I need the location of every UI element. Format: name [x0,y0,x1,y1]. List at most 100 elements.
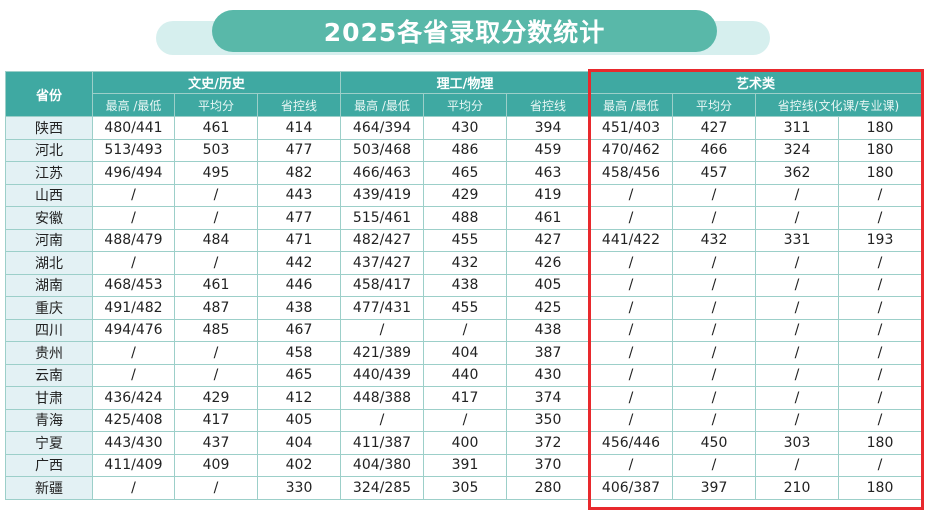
score-cell: 477 [257,138,341,162]
province-cell: 新疆 [5,476,93,500]
score-cell: 482/427 [340,228,424,252]
score-cell: 461 [174,116,258,140]
score-cell: / [672,341,756,365]
score-cell: 400 [423,431,507,455]
score-cell: 429 [174,386,258,410]
score-cell: / [589,206,673,230]
score-cell: 467 [257,318,341,342]
score-cell: / [423,408,507,432]
score-cell: / [837,408,923,432]
table-row: 宁夏 443/430 437 404 411/387 400 372 456/446 450 30… [5,431,923,455]
score-cell: / [837,296,923,320]
score-cell: 487 [174,296,258,320]
score-cell: 461 [174,273,258,297]
score-cell: / [672,363,756,387]
province-cell: 山西 [5,183,93,207]
score-cell: 438 [423,273,507,297]
score-cell: 417 [423,386,507,410]
score-cell: 391 [423,453,507,477]
score-cell: 324 [755,138,839,162]
score-cell: / [755,296,839,320]
group-header-science: 理工/物理 [340,71,590,94]
sub-header: 最高 /最低 [340,93,424,117]
score-cell: 421/389 [340,341,424,365]
score-cell: / [589,183,673,207]
score-cell: 494/476 [92,318,175,342]
score-cell: / [589,386,673,410]
score-cell: 426 [506,251,590,275]
sub-header: 平均分 [174,93,258,117]
score-cell: 496/494 [92,161,175,185]
score-cell: 180 [837,476,923,500]
score-cell: 437/427 [340,251,424,275]
group-header-art: 艺术类 [588,71,923,94]
province-cell: 宁夏 [5,431,93,455]
score-cell: 477/431 [340,296,424,320]
score-cell: 458/417 [340,273,424,297]
score-cell: / [755,363,839,387]
score-cell: 471 [257,228,341,252]
score-cell: / [589,453,673,477]
table-row: 河北 513/493 503 477 503/468 486 459 470/462 466 32… [5,138,923,162]
score-cell: / [174,206,258,230]
province-cell: 安徽 [5,206,93,230]
score-cell: 417 [174,408,258,432]
score-cell: 459 [506,138,590,162]
score-cell: 404/380 [340,453,424,477]
table-row: 四川 494/476 485 467//438// / / [5,318,923,342]
table-row: 贵州 //458 421/389 404 387// / / [5,341,923,365]
score-cell: / [755,408,839,432]
score-cell: 425 [506,296,590,320]
score-cell: 440 [423,363,507,387]
table-row: 甘肃 436/424 429 412 448/388 417 374// / / [5,386,923,410]
score-cell: 461 [506,206,590,230]
score-cell: / [837,453,923,477]
score-cell: / [672,408,756,432]
score-cell: / [672,251,756,275]
score-cell: / [755,273,839,297]
score-cell: 414 [257,116,341,140]
score-cell: 324/285 [340,476,424,500]
score-cell: 404 [423,341,507,365]
score-cell: 438 [506,318,590,342]
score-cell: 503/468 [340,138,424,162]
province-cell: 四川 [5,318,93,342]
score-cell: 180 [837,138,923,162]
score-cell: 411/409 [92,453,175,477]
score-cell: 470/462 [589,138,673,162]
score-cell: 446 [257,273,341,297]
score-cell: 513/493 [92,138,175,162]
score-cell: 458 [257,341,341,365]
score-cell: 451/403 [589,116,673,140]
score-cell: 406/387 [589,476,673,500]
score-cell: / [672,183,756,207]
score-cell: / [589,363,673,387]
score-cell: 450 [672,431,756,455]
table-row: 云南 //465 440/439 440 430// / / [5,363,923,387]
score-cell: 455 [423,228,507,252]
score-cell: / [589,408,673,432]
sub-header: 平均分 [423,93,507,117]
score-cell: 484 [174,228,258,252]
score-cell: / [755,453,839,477]
score-cell: 419 [506,183,590,207]
group-header-liberal-arts: 文史/历史 [92,71,341,94]
score-cell: 488/479 [92,228,175,252]
score-cell: 350 [506,408,590,432]
table-row: 湖南 468/453 461 446 458/417 438 405// / / [5,273,923,297]
score-cell: / [92,183,175,207]
score-cell: 180 [837,116,923,140]
score-cell: 457 [672,161,756,185]
score-cell: / [672,318,756,342]
score-cell: / [174,476,258,500]
score-cell: / [340,318,424,342]
score-cell: 411/387 [340,431,424,455]
score-cell: 432 [672,228,756,252]
score-cell: 412 [257,386,341,410]
score-cell: 311 [755,116,839,140]
score-cell: 488 [423,206,507,230]
score-cell: 482 [257,161,341,185]
table-row: 青海 425/408 417 405//350// / / [5,408,923,432]
province-cell: 甘肃 [5,386,93,410]
score-cell: 439/419 [340,183,424,207]
